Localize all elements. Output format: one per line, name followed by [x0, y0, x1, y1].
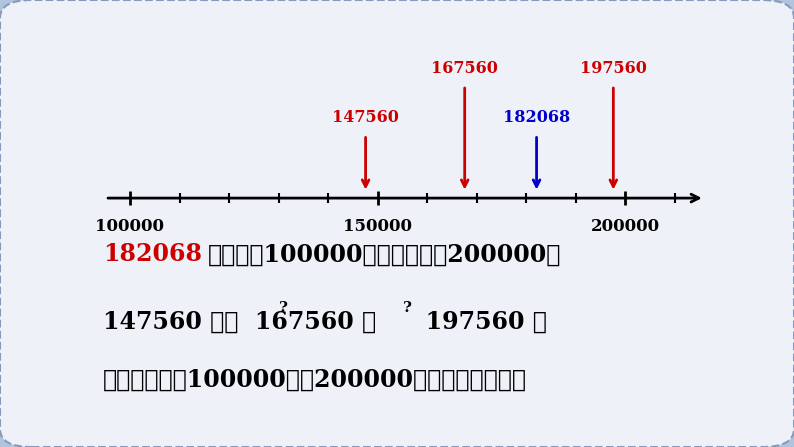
- Text: 150000: 150000: [343, 218, 412, 235]
- Text: ?: ?: [403, 300, 412, 315]
- Text: 182068: 182068: [103, 242, 202, 266]
- Text: 100000: 100000: [95, 218, 164, 235]
- Text: 197560: 197560: [580, 60, 647, 77]
- Text: 182068: 182068: [503, 109, 570, 126]
- Text: ?: ?: [279, 300, 288, 315]
- Text: 是更接近100000？还是更接近200000？: 是更接近100000？还是更接近200000？: [208, 242, 561, 266]
- Text: 147560: 147560: [332, 109, 399, 126]
- Text: 147560 呢？  167560 呢      197560 呢: 147560 呢？ 167560 呢 197560 呢: [103, 309, 547, 333]
- Text: 想一想，接近100000还是200000是由什么决定的？: 想一想，接近100000还是200000是由什么决定的？: [103, 367, 527, 392]
- Text: 167560: 167560: [431, 60, 498, 77]
- Text: 200000: 200000: [591, 218, 660, 235]
